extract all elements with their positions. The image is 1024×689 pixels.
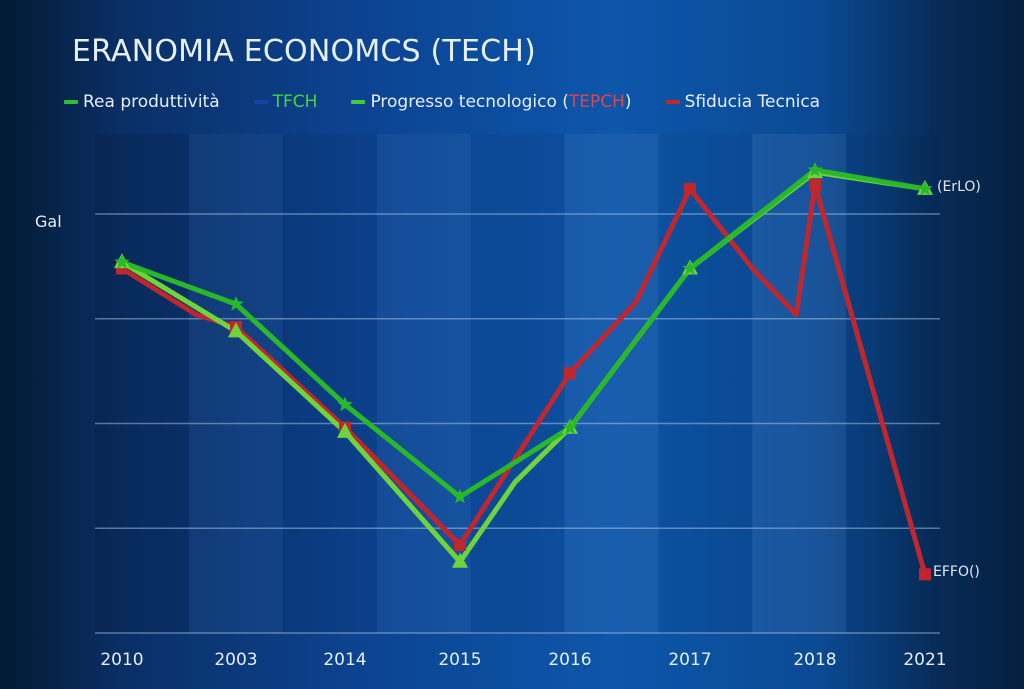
legend-label: TFCH [272, 92, 318, 112]
legend-label: Sfiducia Tecnica [684, 92, 821, 112]
data-point-marker [807, 162, 823, 177]
legend-label: Rea produttività [83, 92, 220, 112]
series-line-progresso-tecnologico [119, 167, 928, 500]
data-point-marker [337, 422, 353, 438]
chart-title: ERANOMIA ECONOMCS (TECH) [72, 34, 536, 69]
data-point-marker [562, 419, 578, 435]
data-point-marker [452, 488, 468, 504]
background-band [564, 134, 659, 633]
legend-item-tfch[interactable]: TFCH [253, 92, 318, 112]
x-tick-label: 2016 [548, 650, 591, 670]
x-tick-label: 2003 [214, 650, 257, 670]
legend-label-tepch: TEPCH [568, 92, 625, 112]
annotation-label: EFFO() [933, 564, 980, 581]
data-point-marker [228, 296, 244, 311]
legend-swatch-icon [253, 100, 268, 104]
annotation-label: (ErLO) [937, 178, 981, 195]
legend-item-sfiducia-tecnica[interactable]: Sfiducia Tecnica [665, 92, 821, 112]
data-point-marker [682, 260, 698, 275]
data-point-marker [228, 322, 244, 338]
x-tick-label: 2018 [793, 650, 836, 670]
data-point-marker [919, 568, 931, 581]
legend-swatch-icon [64, 100, 78, 104]
data-point-marker [337, 396, 353, 412]
background-band [752, 134, 847, 633]
data-point-marker [452, 552, 468, 568]
data-point-marker [809, 178, 821, 191]
x-tick-label: 2021 [903, 650, 946, 670]
background-band [470, 134, 565, 633]
legend-label-paren-close: ) [624, 92, 632, 112]
legend-swatch-icon [351, 100, 366, 104]
data-point-marker [454, 539, 466, 552]
x-tick-label: 2014 [323, 650, 366, 670]
chart-legend: Rea produttività TFCH Progresso tecnolog… [64, 90, 854, 114]
legend-swatch-icon [665, 100, 680, 104]
y-axis-label: Gal [35, 212, 62, 231]
data-point-marker [564, 367, 576, 380]
background-band [189, 134, 283, 633]
legend-label: Progresso tecnologico [370, 92, 557, 112]
legend-label-paren-open: ( [562, 92, 569, 112]
background-band [95, 134, 189, 633]
legend-item-rea-produttivita[interactable]: Rea produttività [64, 92, 220, 112]
data-point-marker [684, 182, 696, 195]
x-tick-label: 2015 [438, 650, 481, 670]
data-point-marker [917, 180, 933, 196]
x-tick-label: 2010 [100, 650, 143, 670]
legend-item-progresso-tecnologico[interactable]: Progresso tecnologico (TEPCH) [351, 92, 632, 112]
x-tick-label: 2017 [668, 650, 711, 670]
background-band [846, 134, 940, 633]
data-point-marker [114, 254, 130, 269]
